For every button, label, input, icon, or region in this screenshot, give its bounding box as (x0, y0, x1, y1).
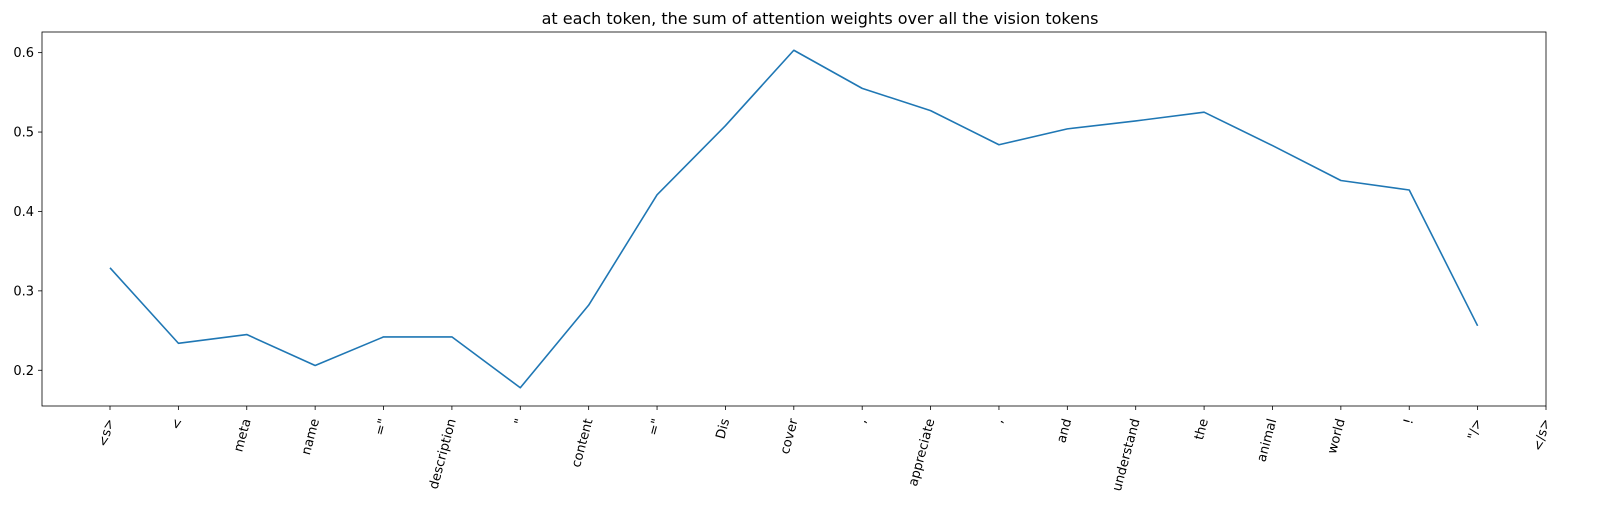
data-point (1408, 189, 1411, 192)
chart-title: at each token, the sum of attention weig… (542, 9, 1099, 28)
data-point (1476, 324, 1479, 327)
x-tick-label: </s> (1531, 417, 1554, 453)
data-point (861, 87, 864, 90)
x-tick-label: , (991, 417, 1007, 425)
series-line (109, 49, 1479, 389)
data-point (109, 266, 112, 269)
x-tick-label: " (512, 417, 528, 427)
y-tick-label: 0.5 (13, 126, 34, 141)
data-point (1271, 144, 1274, 147)
y-tick-label: 0.4 (13, 205, 34, 220)
data-point (382, 335, 385, 338)
x-tick-label: understand (1110, 417, 1144, 493)
x-tick-label: meta (231, 417, 254, 453)
y-tick-label: 0.2 (13, 364, 34, 379)
data-point (587, 304, 590, 307)
x-tick-label: animal (1254, 417, 1280, 463)
data-point (450, 335, 453, 338)
data-point (997, 143, 1000, 146)
plot-area: 0.2 0.3 0.4 0.5 0.6 <s> < meta name =" description… (13, 31, 1554, 493)
data-point (724, 124, 727, 127)
data-point (792, 49, 795, 52)
x-tick-label: ! (1401, 417, 1417, 426)
data-point (1066, 127, 1069, 130)
x-tick-label: =" (373, 417, 392, 437)
x-tick-label: the (1192, 417, 1212, 441)
x-tick-label: "/> (1465, 417, 1485, 441)
x-tick-label: , (854, 417, 870, 425)
axes-frame (41, 31, 1547, 407)
y-tick-label: 0.3 (13, 284, 34, 299)
y-tick-label: 0.6 (13, 46, 34, 61)
x-tick-label: Dis (714, 417, 734, 441)
x-tick-label: < (169, 417, 186, 431)
x-tick-label: and (1054, 417, 1075, 445)
data-point (929, 109, 932, 112)
data-point (1339, 179, 1342, 182)
data-point (245, 333, 248, 336)
x-tick-label: =" (646, 417, 665, 437)
x-tick-label: world (1325, 417, 1349, 455)
x-tick-label: name (299, 417, 323, 457)
x-tick-label: description (427, 417, 460, 491)
data-point (314, 364, 317, 367)
data-point (1203, 111, 1206, 114)
data-point (656, 193, 659, 196)
x-tick-label: cover (778, 417, 802, 456)
x-tick-label: <s> (96, 417, 118, 448)
data-point (1134, 119, 1137, 122)
data-point (519, 386, 522, 389)
x-tick-label: appreciate (906, 417, 938, 488)
data-point (177, 342, 180, 345)
x-tick-label: content (569, 417, 596, 469)
